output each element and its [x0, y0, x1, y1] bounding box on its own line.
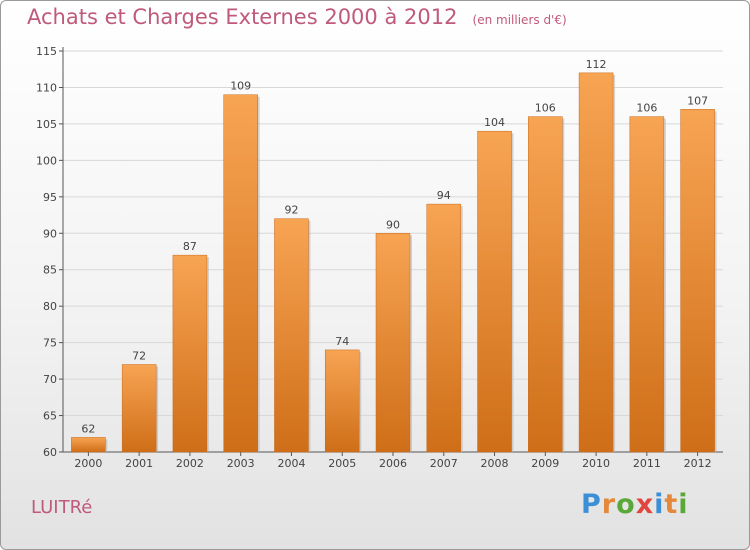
- bar-2004: [274, 218, 309, 453]
- chart-title-block: Achats et Charges Externes 2000 à 2012 (…: [27, 5, 567, 29]
- bar-2008: [477, 130, 512, 453]
- bar-2011: [629, 116, 665, 453]
- logo-letter: i: [654, 489, 665, 520]
- bars: [71, 72, 717, 453]
- data-label: 92: [284, 204, 298, 217]
- x-tick-label: 2002: [176, 457, 204, 470]
- y-tick-label: 90: [43, 227, 57, 240]
- logo-letter: t: [664, 489, 679, 520]
- y-tick-label: 95: [43, 191, 57, 204]
- logo-letter: r: [601, 489, 617, 520]
- data-label: 107: [687, 94, 708, 107]
- x-tick-label: 2004: [277, 457, 305, 470]
- data-label: 90: [386, 218, 400, 231]
- bar-2012: [680, 109, 715, 453]
- y-tick-label: 70: [43, 373, 57, 386]
- x-tick-label: 2008: [481, 457, 509, 470]
- data-labels: 62 72 87 109 92 74 90 94 104 106 112 106 107: [81, 58, 708, 436]
- y-tick-label: 110: [36, 81, 57, 94]
- logo-letter: P: [581, 489, 602, 520]
- bar-2002: [172, 254, 208, 453]
- data-label: 109: [230, 80, 251, 93]
- y-tick-label: 105: [36, 118, 57, 131]
- bar-2010: [578, 72, 614, 453]
- x-tick-label: 2007: [430, 457, 458, 470]
- x-tick-label: 2001: [125, 457, 153, 470]
- x-tick-label: 2011: [633, 457, 661, 470]
- bar-2006: [375, 233, 411, 453]
- x-tick-label: 2003: [227, 457, 255, 470]
- data-label: 106: [636, 102, 657, 115]
- data-label: 87: [183, 240, 197, 253]
- data-label: 112: [586, 58, 607, 71]
- bar-2005: [324, 349, 360, 453]
- y-tick-label: 65: [43, 410, 57, 423]
- bar-2000: [71, 437, 106, 453]
- y-tick-label: 85: [43, 264, 57, 277]
- chart-title: Achats et Charges Externes 2000 à 2012: [27, 5, 458, 29]
- bar-2001: [121, 364, 157, 453]
- x-tick-label: 2005: [328, 457, 356, 470]
- data-label: 72: [132, 350, 146, 363]
- x-tick-label: 2009: [531, 457, 559, 470]
- city-name: LUITRé: [31, 497, 93, 518]
- y-tick-label: 75: [43, 337, 57, 350]
- y-tick-label: 115: [36, 45, 57, 58]
- data-label: 94: [437, 189, 451, 202]
- y-tick-label: 100: [36, 154, 57, 167]
- bar-2003: [223, 94, 258, 453]
- logo-letter: o: [616, 489, 636, 520]
- chart-subtitle: (en milliers d'€): [472, 13, 567, 27]
- x-tick-label: 2006: [379, 457, 407, 470]
- logo-letter: i: [678, 489, 689, 520]
- data-label: 74: [335, 335, 349, 348]
- bar-2007: [426, 203, 462, 453]
- data-label: 104: [484, 116, 505, 129]
- x-tick-label: 2000: [74, 457, 102, 470]
- y-tick-label: 60: [43, 446, 57, 459]
- bar-2009: [528, 116, 563, 453]
- proxiti-logo: Proxiti: [581, 489, 689, 520]
- data-label: 106: [535, 102, 556, 115]
- x-tick-label: 2012: [684, 457, 712, 470]
- data-label: 62: [81, 422, 95, 435]
- logo-letter: x: [635, 489, 655, 520]
- x-tick-label: 2010: [582, 457, 610, 470]
- y-tick-label: 80: [43, 300, 57, 313]
